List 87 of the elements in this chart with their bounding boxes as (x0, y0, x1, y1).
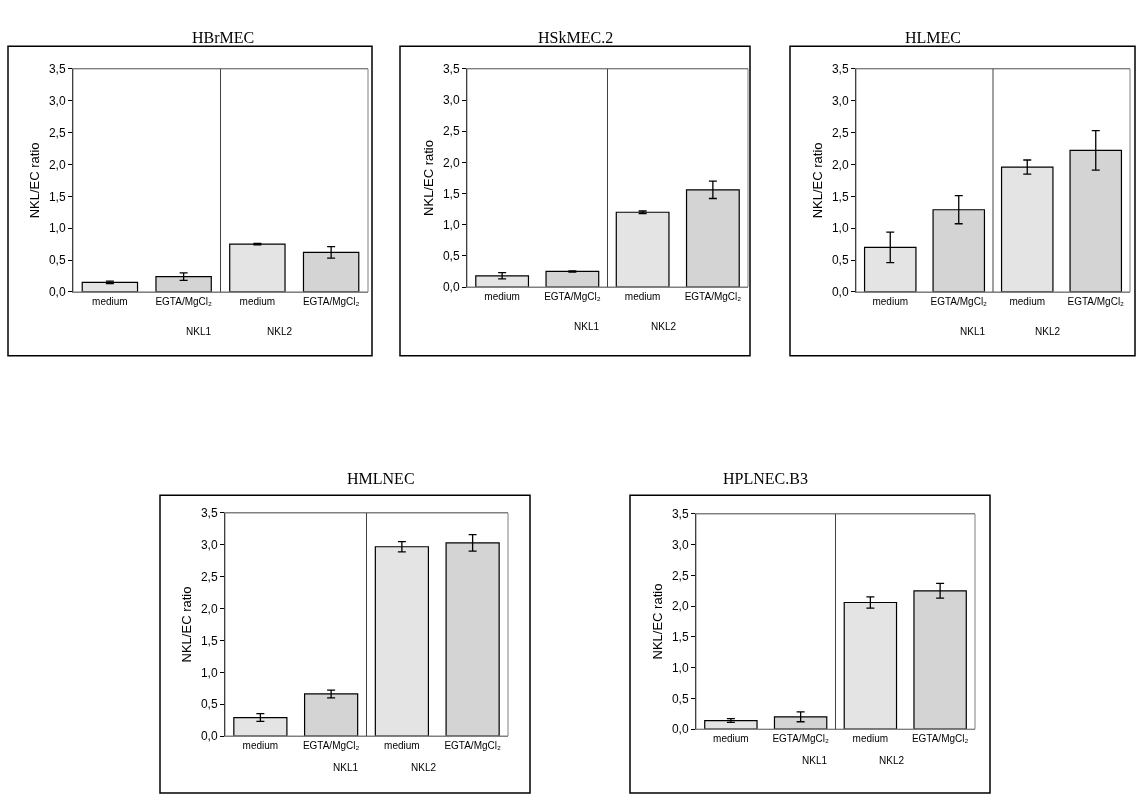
bar (615, 211, 670, 288)
x-tick-label: medium (852, 733, 889, 745)
x-tick-label: medium (713, 733, 749, 745)
x-tick-label: medium (239, 295, 276, 307)
text: NKL1 (186, 326, 212, 337)
y-axis-title: NKL/EC ratio (178, 586, 194, 663)
y-tick-label: 2,5 (200, 569, 218, 584)
y-tick-label: 3,5 (671, 507, 689, 522)
bar (155, 276, 212, 292)
chart-title: HBrMEC (192, 29, 255, 46)
x-tick-label: medium (872, 295, 909, 307)
bar (303, 693, 359, 737)
y-tick-label: 3,0 (831, 93, 849, 108)
y-tick-label: 1,5 (48, 189, 66, 204)
y-tick-label: 1,5 (200, 633, 218, 648)
y-tick-label: 3,0 (442, 93, 460, 108)
x-tick-label: medium (1009, 295, 1046, 307)
y-tick-label: 0,0 (831, 285, 849, 300)
x-tick-label: EGTA/MgCl₂ (911, 733, 969, 745)
x-tick-label: EGTA/MgCl₂ (930, 295, 988, 307)
x-tick-label: medium (384, 740, 420, 752)
text: NKL2 (267, 326, 293, 337)
y-axis-title: NKL/EC ratio (809, 142, 825, 219)
y-tick-label: 2,0 (671, 599, 689, 614)
text: NKL1 (333, 762, 359, 773)
text: NKL2 (1035, 326, 1061, 337)
chart-title: HMLNEC (347, 470, 415, 487)
y-tick-label: 1,5 (442, 186, 460, 201)
y-tick-label: 1,0 (200, 665, 218, 680)
y-tick-label: 0,0 (442, 280, 460, 295)
text: NKL2 (651, 321, 677, 332)
y-tick-label: 0,5 (200, 697, 218, 712)
y-tick-label: 1,0 (671, 660, 689, 675)
y-tick-label: 2,0 (48, 157, 66, 172)
y-tick-label: 1,0 (48, 221, 66, 236)
x-tick-label: EGTA/MgCl₂ (544, 291, 601, 303)
y-tick-label: 2,0 (442, 155, 460, 170)
x-tick-label: EGTA/MgCl₂ (772, 733, 829, 745)
x-tick-label: EGTA/MgCl₂ (684, 291, 742, 303)
x-tick-label: medium (242, 740, 279, 752)
text: NKL1 (802, 755, 828, 766)
y-tick-label: 3,5 (48, 62, 66, 77)
y-tick-label: 2,0 (200, 601, 218, 616)
x-tick-label: EGTA/MgCl₂ (302, 295, 360, 307)
y-tick-label: 0,5 (442, 249, 460, 264)
chart-title: HSkMEC.2 (538, 29, 614, 46)
x-tick-label: EGTA/MgCl₂ (302, 740, 360, 752)
bar (475, 275, 530, 288)
y-tick-label: 2,5 (442, 124, 460, 139)
y-tick-label: 1,0 (442, 217, 460, 232)
y-tick-label: 1,5 (831, 189, 849, 204)
y-tick-label: 0,5 (48, 253, 66, 268)
bar (545, 270, 600, 288)
y-tick-label: 0,0 (48, 285, 66, 300)
y-tick-label: 2,0 (831, 157, 849, 172)
y-tick-label: 0,0 (671, 722, 689, 737)
x-tick-label: medium (92, 295, 128, 307)
y-tick-label: 2,5 (831, 125, 849, 140)
chart-title: HLMEC (905, 29, 961, 46)
y-tick-label: 0,5 (671, 691, 689, 706)
text: NKL1 (574, 321, 600, 332)
y-tick-label: 3,0 (671, 537, 689, 552)
y-tick-label: 0,5 (831, 253, 849, 268)
y-tick-label: 3,5 (831, 62, 849, 77)
y-tick-label: 0,0 (200, 729, 218, 744)
bar (229, 243, 286, 292)
x-tick-label: EGTA/MgCl₂ (155, 295, 212, 307)
chart-title: HPLNEC.B3 (723, 470, 808, 487)
text: NKL2 (879, 755, 905, 766)
y-tick-label: 1,5 (671, 630, 689, 645)
y-axis-title: NKL/EC ratio (26, 142, 42, 219)
y-axis-title: NKL/EC ratio (420, 140, 436, 216)
y-tick-label: 2,5 (48, 125, 66, 140)
x-tick-label: medium (624, 291, 661, 303)
y-tick-label: 2,5 (671, 568, 689, 583)
x-tick-label: EGTA/MgCl₂ (1067, 295, 1125, 307)
text: NKL2 (411, 762, 437, 773)
y-axis-title: NKL/EC ratio (649, 583, 665, 660)
bar (233, 716, 288, 737)
x-tick-label: medium (484, 291, 520, 303)
y-tick-label: 3,0 (200, 538, 218, 553)
x-tick-label: EGTA/MgCl₂ (444, 740, 501, 752)
y-tick-label: 3,5 (200, 506, 218, 521)
text: NKL1 (960, 326, 986, 337)
y-tick-label: 1,0 (831, 221, 849, 236)
y-tick-label: 3,0 (48, 93, 66, 108)
y-tick-label: 3,5 (442, 62, 460, 77)
